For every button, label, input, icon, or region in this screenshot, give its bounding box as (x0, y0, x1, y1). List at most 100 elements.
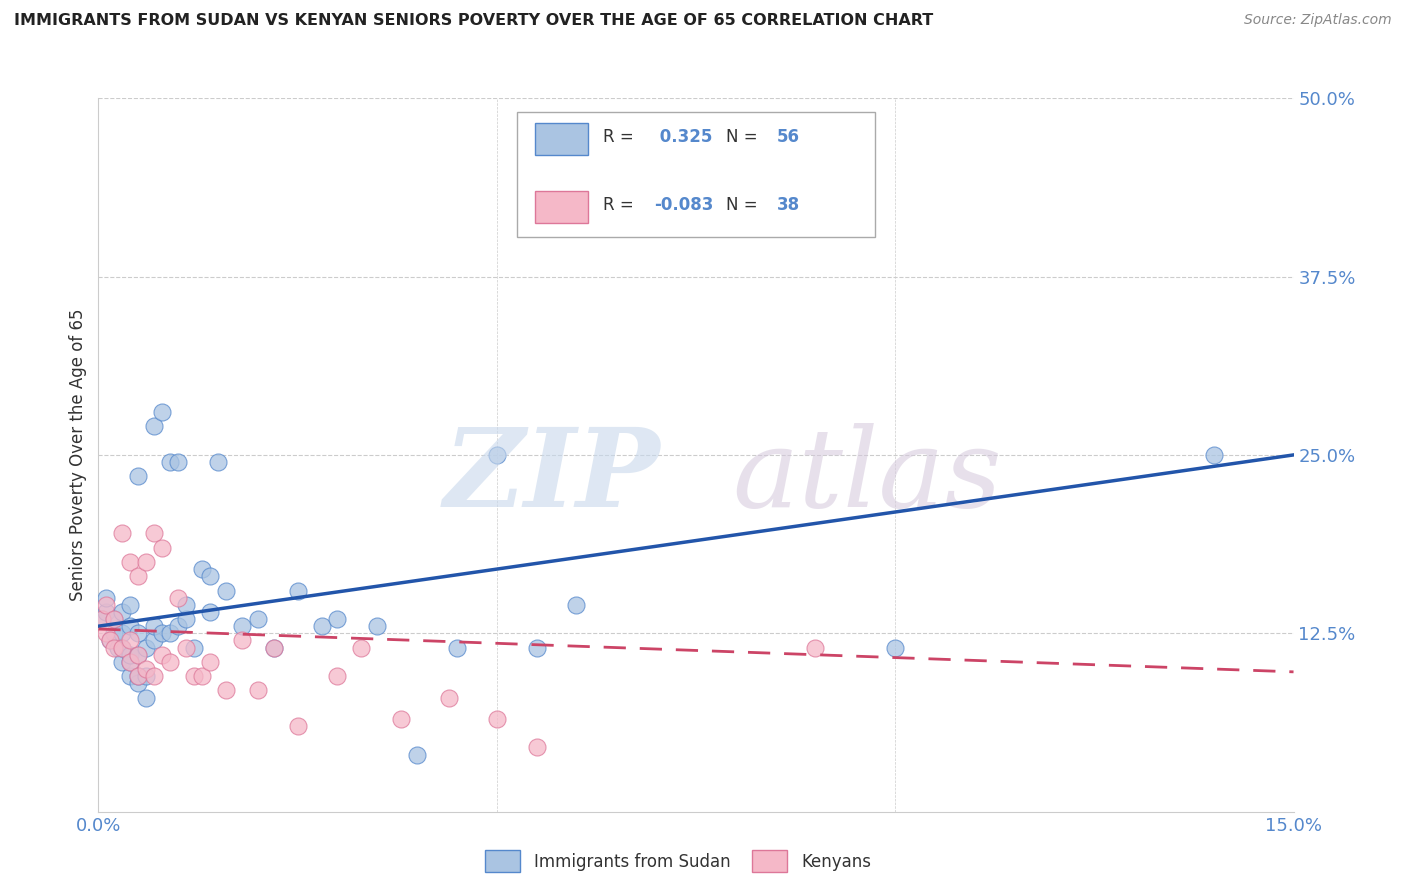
Point (215, 683, 238, 698)
Text: -0.083: -0.083 (654, 196, 713, 214)
Point (174, 640, 197, 655)
Text: 38: 38 (778, 196, 800, 214)
Point (231, 619, 253, 633)
Point (884, 640, 907, 655)
Point (1202, 448, 1225, 462)
Text: Kenyans: Kenyans (801, 853, 872, 871)
Point (159, 655, 181, 669)
Point (127, 626, 149, 640)
Point (96, 591, 118, 605)
Text: R =: R = (603, 128, 638, 146)
Point (287, 719, 309, 733)
Point (191, 669, 214, 683)
Point (143, 619, 166, 633)
Point (326, 612, 349, 626)
Point (437, 690, 460, 705)
Point (120, 648, 142, 662)
Point (406, 747, 429, 762)
Text: Immigrants from Sudan: Immigrants from Sudan (534, 853, 731, 871)
Point (246, 683, 269, 698)
Point (135, 640, 157, 655)
Point (135, 690, 157, 705)
Point (143, 526, 166, 541)
Text: atlas: atlas (733, 423, 1001, 530)
Point (127, 648, 149, 662)
Point (263, 640, 285, 655)
Point (198, 569, 221, 583)
Point (135, 555, 157, 569)
Point (127, 569, 149, 583)
Point (120, 633, 142, 648)
Point (98, 633, 122, 648)
Point (111, 526, 134, 541)
Point (111, 640, 134, 655)
Text: 56: 56 (778, 128, 800, 146)
Point (120, 598, 142, 612)
Point (135, 669, 157, 683)
Text: 0.325: 0.325 (654, 128, 713, 146)
Point (167, 619, 190, 633)
Point (350, 640, 373, 655)
Point (143, 633, 166, 648)
Point (98, 633, 122, 648)
Point (804, 640, 827, 655)
Point (127, 669, 149, 683)
Point (120, 655, 142, 669)
Point (231, 633, 253, 648)
Point (150, 626, 173, 640)
Point (326, 669, 349, 683)
Point (96, 605, 118, 619)
Point (103, 612, 125, 626)
Point (183, 669, 205, 683)
Point (526, 640, 548, 655)
Point (215, 583, 238, 598)
Y-axis label: Seniors Poverty Over the Age of 65: Seniors Poverty Over the Age of 65 (69, 309, 87, 601)
Point (287, 583, 309, 598)
Point (127, 648, 149, 662)
Point (150, 405, 173, 419)
Point (103, 612, 125, 626)
Text: N =: N = (725, 128, 762, 146)
Point (207, 455, 229, 469)
Text: ZIP: ZIP (443, 423, 661, 530)
FancyBboxPatch shape (517, 112, 875, 237)
FancyBboxPatch shape (534, 123, 588, 155)
Point (174, 598, 197, 612)
Point (820, 191, 842, 205)
Point (120, 655, 142, 669)
Point (111, 626, 134, 640)
Point (96, 598, 118, 612)
Point (103, 640, 125, 655)
Point (198, 655, 221, 669)
Point (159, 455, 181, 469)
Point (120, 619, 142, 633)
Point (159, 626, 181, 640)
Point (103, 626, 125, 640)
Point (111, 640, 134, 655)
Point (485, 448, 508, 462)
FancyBboxPatch shape (534, 191, 588, 223)
Point (311, 619, 333, 633)
Point (246, 612, 269, 626)
Point (96, 626, 118, 640)
Point (485, 712, 508, 726)
Point (150, 648, 173, 662)
Point (389, 712, 412, 726)
Point (111, 655, 134, 669)
Point (167, 591, 190, 605)
Point (143, 419, 166, 434)
Point (91, 612, 114, 626)
Point (191, 562, 214, 576)
Point (150, 541, 173, 555)
Point (111, 605, 134, 619)
Point (135, 662, 157, 676)
Point (107, 640, 129, 655)
Point (167, 455, 190, 469)
Point (120, 669, 142, 683)
Point (174, 612, 197, 626)
Point (565, 598, 588, 612)
Point (91, 612, 114, 626)
Point (366, 619, 388, 633)
Point (143, 669, 166, 683)
Point (127, 469, 149, 483)
